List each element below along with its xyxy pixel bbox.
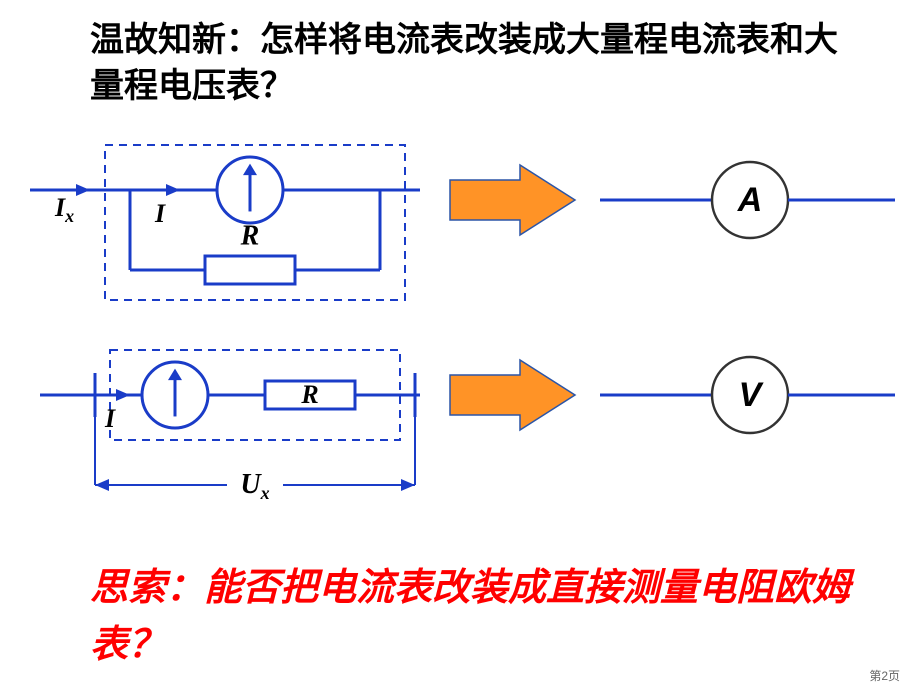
svg-text:R: R — [240, 220, 260, 251]
svg-text:I: I — [104, 404, 116, 433]
svg-text:A: A — [737, 181, 763, 219]
svg-text:V: V — [739, 376, 765, 414]
diagram-ammeter-conversion: Ix I R A — [20, 130, 900, 310]
svg-text:Ix: Ix — [54, 193, 74, 226]
question-text: 思索：能否把电流表改装成直接测量电阻欧姆表？ — [90, 567, 850, 666]
page-title: 温故知新：怎样将电流表改装成大量程电流表和大量程电压表？ — [90, 18, 850, 110]
svg-text:I: I — [154, 199, 166, 228]
svg-text:R: R — [300, 380, 318, 409]
page-number-text: 第2页 — [869, 669, 900, 683]
think-question: 思索：能否把电流表改装成直接测量电阻欧姆表？ — [90, 560, 850, 674]
diagram-voltmeter-conversion: IRUxV — [20, 335, 900, 535]
page-number: 第2页 — [869, 667, 900, 684]
title-text: 温故知新：怎样将电流表改装成大量程电流表和大量程电压表？ — [90, 21, 838, 105]
